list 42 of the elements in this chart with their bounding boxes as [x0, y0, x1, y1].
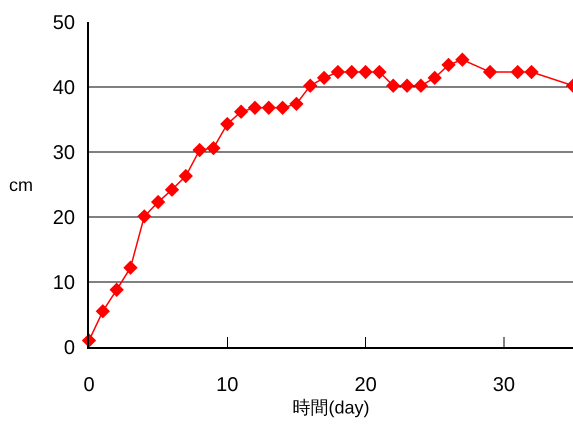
point: [150, 194, 166, 210]
x-tick-label: 20: [354, 374, 377, 396]
y-tick-label: 20: [52, 207, 75, 229]
point: [524, 64, 539, 80]
point: [123, 260, 138, 275]
point: [220, 116, 234, 132]
point: [262, 100, 276, 115]
point: [414, 78, 428, 93]
y-tick-label: 30: [52, 142, 75, 164]
y-tick-label: 40: [52, 77, 75, 99]
y-tick-label: 50: [52, 12, 75, 34]
point: [428, 70, 442, 86]
y-axis-title: cm: [9, 175, 33, 195]
y-tick-label: 10: [52, 272, 75, 294]
y-tick-label: 0: [64, 337, 75, 359]
point: [330, 64, 346, 80]
point: [206, 140, 221, 156]
point: [178, 168, 193, 184]
point: [400, 78, 414, 93]
point: [192, 142, 207, 158]
point: [137, 209, 152, 224]
point: [455, 52, 470, 67]
point: [303, 78, 318, 93]
point: [482, 64, 498, 80]
point: [110, 282, 124, 297]
x-tick-label: 10: [216, 374, 238, 396]
x-axis-title: 時間(day): [292, 398, 370, 418]
point: [386, 78, 400, 93]
point: [275, 100, 290, 115]
point: [96, 304, 110, 318]
point: [441, 58, 456, 72]
point: [316, 70, 332, 86]
x-tick-label: 30: [492, 374, 515, 396]
point: [164, 182, 180, 197]
point: [510, 64, 525, 80]
point: [372, 64, 387, 80]
x-tick-label: 0: [83, 374, 95, 396]
point: [248, 100, 262, 115]
point: [358, 64, 373, 80]
point: [289, 96, 304, 112]
point: [234, 104, 248, 119]
point: [344, 64, 359, 80]
